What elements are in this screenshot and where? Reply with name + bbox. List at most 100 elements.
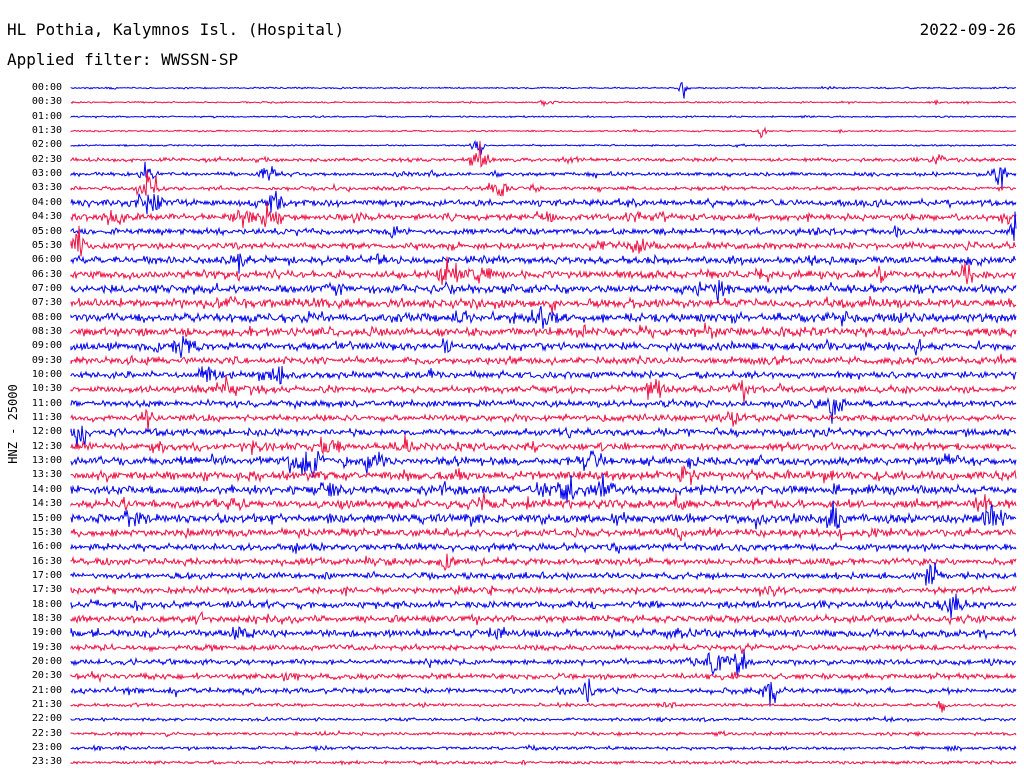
seismic-trace bbox=[70, 81, 1016, 99]
time-label: 06:00 bbox=[31, 254, 62, 266]
seismic-trace bbox=[70, 211, 1017, 241]
time-label: 11:30 bbox=[31, 412, 62, 424]
time-label: 23:00 bbox=[31, 742, 62, 754]
time-label: 18:30 bbox=[31, 612, 62, 624]
seismic-trace bbox=[70, 295, 1017, 314]
seismic-trace bbox=[70, 425, 1017, 449]
seismic-trace bbox=[70, 541, 1017, 554]
seismic-trace bbox=[70, 526, 1017, 542]
time-label: 02:30 bbox=[31, 153, 62, 165]
time-label: 20:30 bbox=[31, 670, 62, 682]
seismic-trace bbox=[70, 464, 1017, 486]
seismic-trace bbox=[70, 98, 1017, 108]
seismic-trace bbox=[70, 375, 1017, 403]
time-label: 22:30 bbox=[31, 727, 62, 739]
seismic-trace bbox=[70, 650, 1017, 676]
time-label: 07:00 bbox=[31, 282, 62, 294]
time-label: 19:30 bbox=[31, 641, 62, 653]
time-label: 17:00 bbox=[31, 569, 62, 581]
seismic-trace bbox=[70, 140, 1017, 168]
seismic-trace bbox=[70, 743, 1017, 753]
time-label: 22:00 bbox=[31, 713, 62, 725]
time-label: 00:00 bbox=[31, 82, 62, 93]
time-label: 02:00 bbox=[31, 139, 62, 151]
date-label: 2022-09-26 bbox=[919, 20, 1016, 39]
time-label: 14:30 bbox=[31, 498, 62, 510]
seismic-trace bbox=[70, 161, 1017, 188]
time-label: 21:30 bbox=[31, 699, 62, 711]
time-label: 03:30 bbox=[31, 182, 62, 194]
time-label: 10:00 bbox=[31, 369, 62, 380]
seismic-trace bbox=[70, 190, 1017, 215]
time-label: 18:00 bbox=[31, 598, 62, 610]
time-label: 04:30 bbox=[31, 211, 62, 223]
seismic-trace bbox=[70, 678, 1017, 707]
seismic-trace bbox=[70, 500, 1017, 530]
time-label: 17:30 bbox=[31, 584, 62, 596]
time-label: 12:00 bbox=[31, 426, 62, 438]
time-label: 15:00 bbox=[31, 512, 62, 524]
seismic-trace bbox=[70, 279, 1017, 304]
seismic-trace bbox=[70, 593, 1017, 619]
seismic-trace bbox=[70, 562, 1017, 586]
seismic-trace bbox=[70, 353, 1017, 367]
seismic-trace bbox=[70, 335, 1017, 358]
time-label: 10:30 bbox=[31, 383, 62, 395]
time-label: 01:00 bbox=[31, 110, 62, 122]
time-label: 09:00 bbox=[31, 340, 62, 352]
time-label: 20:00 bbox=[31, 656, 62, 667]
seismic-trace bbox=[70, 434, 1017, 456]
seismic-trace bbox=[70, 225, 1017, 257]
time-label: 07:30 bbox=[31, 297, 62, 309]
seismic-trace bbox=[70, 114, 1017, 119]
seismic-trace bbox=[70, 671, 1017, 684]
time-label: 08:30 bbox=[31, 325, 62, 337]
time-label: 05:00 bbox=[31, 225, 62, 237]
time-label: 13:00 bbox=[31, 455, 62, 467]
seismic-trace bbox=[70, 610, 1017, 626]
time-label: 00:30 bbox=[31, 96, 62, 108]
time-label: 01:30 bbox=[31, 125, 62, 137]
time-label: 15:30 bbox=[31, 526, 62, 538]
time-label: 19:00 bbox=[31, 627, 62, 639]
time-label: 08:00 bbox=[31, 311, 62, 323]
time-label: 12:30 bbox=[31, 440, 62, 452]
seismic-trace bbox=[70, 139, 1017, 155]
station-title: HL Pothia, Kalymnos Isl. (Hospital) bbox=[7, 20, 345, 39]
seismic-trace bbox=[70, 408, 1017, 432]
time-label: 09:30 bbox=[31, 354, 62, 366]
time-label: 04:00 bbox=[31, 196, 62, 208]
seismic-trace bbox=[70, 584, 1017, 598]
seismic-trace bbox=[70, 306, 1017, 329]
time-label: 21:00 bbox=[31, 684, 62, 696]
seismic-trace bbox=[70, 473, 1017, 504]
seismic-trace bbox=[70, 397, 1017, 424]
time-label: 03:00 bbox=[31, 168, 62, 180]
seismic-trace bbox=[70, 449, 1017, 478]
time-label: 14:00 bbox=[31, 483, 62, 495]
time-label: 23:30 bbox=[31, 756, 62, 768]
seismic-trace bbox=[70, 256, 1017, 286]
seismic-trace bbox=[70, 202, 1017, 229]
seismic-trace bbox=[70, 729, 1017, 738]
seismic-trace bbox=[70, 642, 1017, 655]
time-label: 06:30 bbox=[31, 268, 62, 280]
time-label: 16:30 bbox=[31, 555, 62, 567]
seismic-trace bbox=[70, 626, 1017, 641]
seismic-trace bbox=[70, 170, 1017, 197]
seismic-trace bbox=[70, 322, 1017, 340]
seismic-trace bbox=[70, 126, 1017, 139]
seismic-trace bbox=[70, 253, 1017, 274]
time-label: 13:30 bbox=[31, 469, 62, 481]
time-label: 11:00 bbox=[31, 397, 62, 409]
seismic-trace bbox=[70, 759, 1017, 766]
time-label: 05:30 bbox=[31, 239, 62, 251]
seismic-trace bbox=[70, 701, 1017, 713]
filter-label: Applied filter: WWSSN-SP bbox=[7, 50, 239, 69]
seismic-trace bbox=[70, 492, 1017, 512]
seismic-trace bbox=[70, 714, 1017, 724]
seismic-trace bbox=[70, 366, 1017, 385]
seismic-trace bbox=[70, 553, 1017, 572]
time-label: 16:00 bbox=[31, 541, 62, 553]
